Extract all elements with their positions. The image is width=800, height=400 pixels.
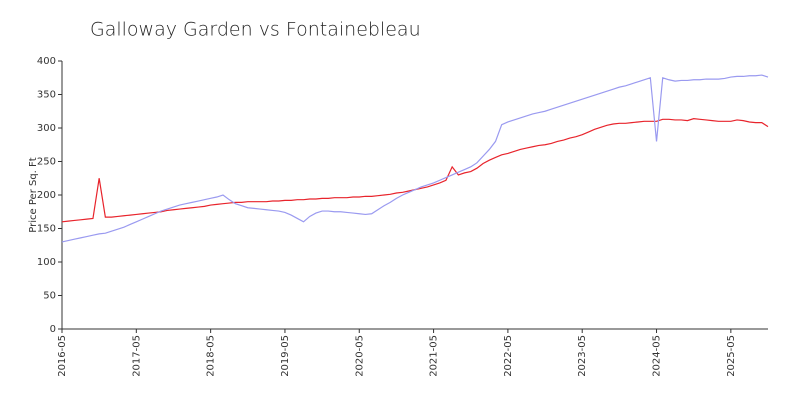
x-tick-label: 2017-05 [131,335,142,377]
y-tick-label: 300 [37,123,56,134]
x-tick-label: 2025-05 [726,335,737,377]
y-tick-label: 350 [37,90,56,101]
chart-title: Galloway Garden vs Fontainebleau [90,19,421,41]
y-tick-label: 100 [37,257,56,268]
line-series [61,74,769,243]
x-tick-label: 2021-05 [429,335,440,377]
line-series [61,118,769,223]
y-tick-label: 150 [37,224,56,235]
x-tick-label: 2023-05 [577,335,588,377]
y-tick-label: 0 [50,324,56,335]
x-tick-label: 2018-05 [206,335,217,377]
y-axis-label: Price Per Sq. Ft [28,157,39,232]
y-tick-label: 400 [37,56,56,67]
x-tick-label: 2022-05 [503,335,514,377]
y-tick-label: 250 [37,157,56,168]
x-tick-label: 2019-05 [280,335,291,377]
x-tick-label: 2024-05 [652,335,663,377]
x-tick-label: 2016-05 [57,335,68,377]
x-tick-label: 2020-05 [354,335,365,377]
y-tick-label: 50 [43,291,56,302]
y-tick-label: 200 [37,190,56,201]
